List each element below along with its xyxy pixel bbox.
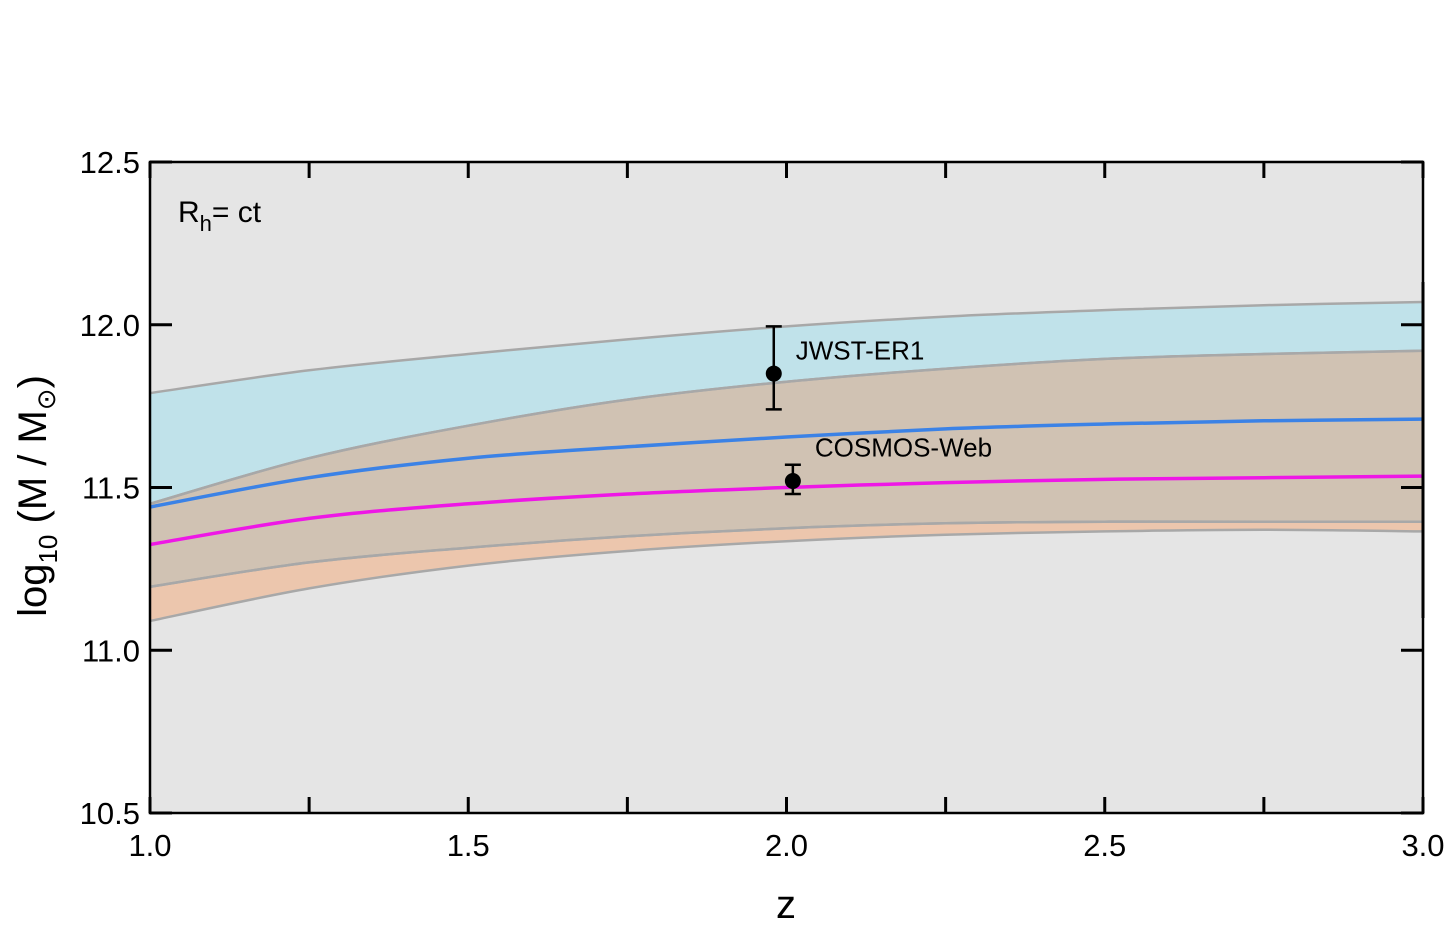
y-tick-label: 11.5 [82,471,140,506]
point-label-0: JWST-ER1 [796,335,925,365]
series-line-1 [149,474,1424,547]
band-edge-lower-2 [149,528,1424,623]
y-axis-title: log10 (M / M⊙) [11,375,63,617]
x-tick-label: 2.5 [1083,828,1126,863]
band-2 [150,521,1423,621]
model-label: Rh= ct [178,196,262,236]
band-edge-upper-1 [149,349,1424,506]
data-point-1: COSMOS-Web [784,433,992,496]
y-tick-label: 12.5 [80,145,140,180]
lines-layer [149,417,1424,547]
y-tick-label: 11.0 [82,633,140,668]
points-layer: JWST-ER1 COSMOS-Web [765,325,992,496]
band-edge-upper-0 [149,300,1424,395]
point-marker-1 [784,472,801,489]
data-point-0: JWST-ER1 [765,325,925,411]
x-tick-label: 3.0 [1401,828,1444,863]
y-tick-label: 10.5 [80,796,140,831]
ticks-layer [148,160,1425,815]
point-marker-0 [765,365,782,382]
point-label-1: COSMOS-Web [815,433,992,463]
band-0 [150,302,1423,504]
band-1 [150,350,1423,587]
band-edge-upper-2 [149,520,1423,589]
x-tick-label: 1.0 [128,828,171,863]
x-axis-title: z [776,883,796,927]
series-line-0 [149,417,1424,509]
labels-layer: 1.0 1.5 2.0 2.5 3.0 10.5 11.0 11.5 12.0 12.5 [80,145,1445,863]
x-tick-label: 2.0 [765,828,808,863]
x-tick-label: 1.5 [447,828,490,863]
y-tick-label: 12.0 [80,308,140,343]
bands-layer [149,300,1424,623]
